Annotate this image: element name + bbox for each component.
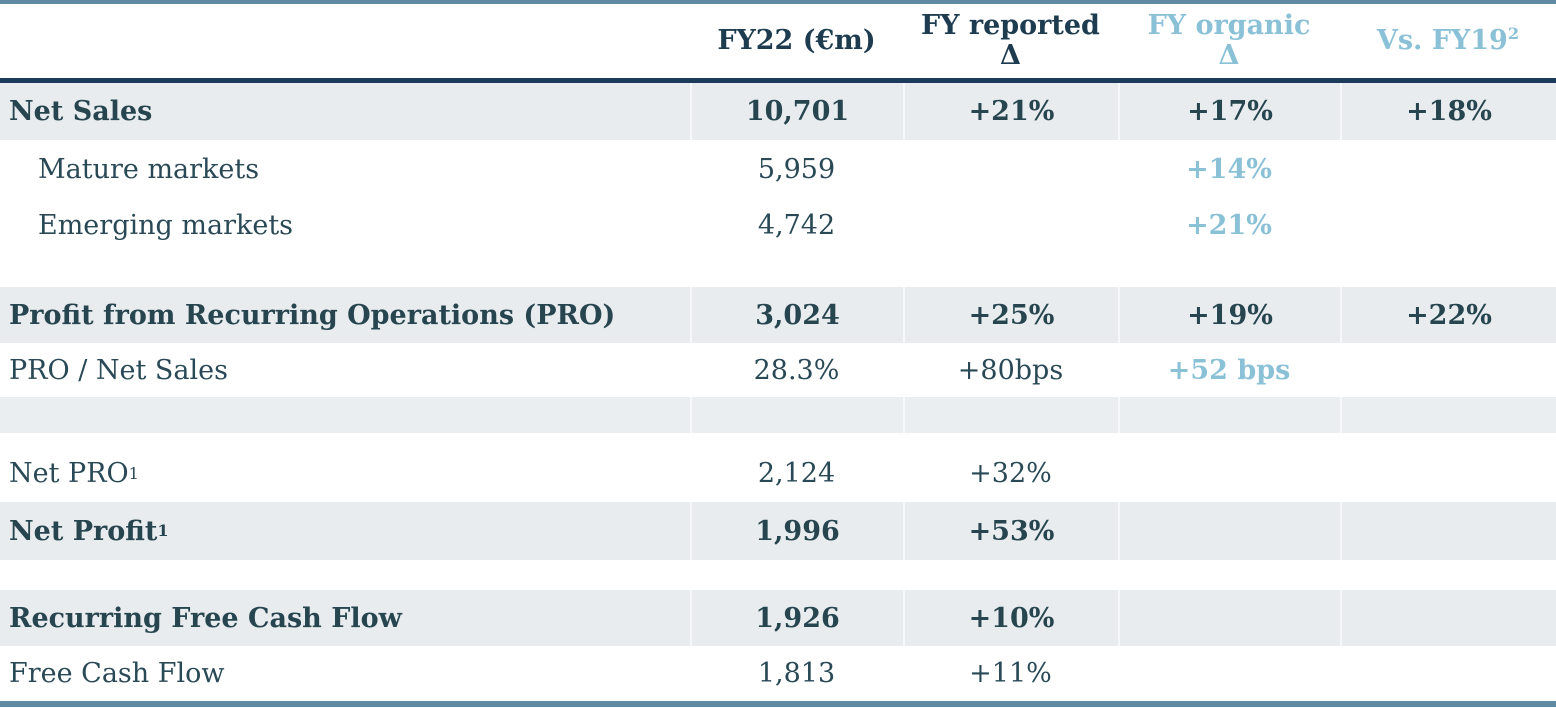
cell-reported-delta: [903, 140, 1118, 198]
table-row-net-pro: Net PRO 1 2,124 +32%: [0, 445, 1556, 502]
cell-reported-delta: +32%: [969, 458, 1052, 489]
spacer-row: [0, 252, 1556, 287]
cell-vs-fy19: +22%: [1340, 287, 1556, 343]
footnote-sup: 2: [1507, 23, 1520, 43]
row-label: Profit from Recurring Operations (PRO): [9, 299, 616, 331]
cell-organic-delta: [1118, 502, 1340, 560]
spacer-cell: [1118, 397, 1340, 433]
row-label: Net Sales: [9, 96, 153, 127]
cell-reported-delta: +11%: [969, 658, 1052, 689]
delta-symbol: Δ: [1000, 40, 1021, 71]
cell-reported-delta: [903, 198, 1118, 252]
header-fy-organic-delta: FY organic Δ: [1118, 9, 1340, 71]
row-label: Free Cash Flow: [9, 658, 225, 689]
row-label: Net Profit 1: [9, 515, 169, 547]
cell-fy22: 1,926: [690, 590, 903, 646]
cell-vs-fy19: [1340, 140, 1556, 198]
table-row-mature-markets: Mature markets 5,959 +14%: [0, 140, 1556, 198]
header-fy22-label: FY22 (€m): [717, 24, 876, 56]
cell-organic-delta: +14%: [1186, 153, 1272, 185]
spacer-row: [0, 560, 1556, 590]
cell-reported-delta: +10%: [903, 590, 1118, 646]
cell-fy22: 5,959: [757, 153, 836, 185]
cell-vs-fy19: +18%: [1340, 83, 1556, 140]
cell-fy22: 4,742: [757, 209, 836, 241]
header-rule: [0, 78, 1556, 83]
row-label: Recurring Free Cash Flow: [9, 602, 402, 634]
spacer-cell: [1340, 397, 1556, 433]
cell-fy22: 10,701: [690, 83, 903, 140]
table-row-net-profit: Net Profit 1 1,996 +53%: [0, 502, 1556, 560]
row-label: Net PRO 1: [9, 458, 139, 489]
cell-reported-delta: +21%: [903, 83, 1118, 140]
cell-organic-delta: +17%: [1118, 83, 1340, 140]
table-header-row: FY22 (€m) FY reported Δ FY organic Δ Vs.…: [0, 4, 1556, 78]
delta-symbol: Δ: [1218, 40, 1240, 71]
cell-fy22: 1,813: [757, 658, 836, 689]
table-row-recurring-fcf: Recurring Free Cash Flow 1,926 +10%: [0, 590, 1556, 646]
spacer-cell: [690, 397, 903, 433]
cell-organic-delta: [1118, 590, 1340, 646]
cell-fy22: 3,024: [690, 287, 903, 343]
header-organic-line1: FY organic: [1147, 9, 1311, 41]
cell-vs-fy19: [1340, 502, 1556, 560]
cell-reported-delta: +25%: [903, 287, 1118, 343]
spacer-cell: [903, 397, 1118, 433]
cell-organic-delta: [1118, 646, 1340, 701]
row-label: PRO / Net Sales: [9, 354, 228, 386]
table-row-net-sales: Net Sales 10,701 +21% +17% +18%: [0, 83, 1556, 140]
bottom-accent-bar: [0, 701, 1556, 707]
spacer-row-shaded: [0, 397, 1556, 433]
cell-reported-delta: +80bps: [957, 354, 1064, 386]
cell-vs-fy19: [1340, 198, 1556, 252]
cell-vs-fy19: [1340, 343, 1556, 397]
cell-organic-delta: [1118, 445, 1340, 502]
table-row-pro: Profit from Recurring Operations (PRO) 3…: [0, 287, 1556, 343]
cell-reported-delta: +53%: [903, 502, 1118, 560]
cell-fy22: 2,124: [757, 458, 836, 489]
cell-fy22: 28.3%: [753, 354, 840, 386]
header-fy-reported-delta: FY reported Δ: [903, 9, 1118, 71]
row-label: Mature markets: [38, 153, 260, 185]
header-vs-fy19: Vs. FY192: [1340, 23, 1556, 56]
header-fy22: FY22 (€m): [690, 24, 903, 56]
cell-organic-delta: +52 bps: [1167, 354, 1291, 386]
row-label: Emerging markets: [38, 209, 294, 241]
table-row-fcf: Free Cash Flow 1,813 +11%: [0, 646, 1556, 701]
cell-vs-fy19: [1340, 646, 1556, 701]
cell-vs-fy19: [1340, 445, 1556, 502]
header-vs-fy19-label: Vs. FY192: [1376, 23, 1520, 56]
top-accent-bar: [0, 0, 1556, 4]
cell-organic-delta: +21%: [1186, 209, 1272, 241]
table-row-pro-net-sales: PRO / Net Sales 28.3% +80bps +52 bps: [0, 343, 1556, 397]
cell-organic-delta: +19%: [1118, 287, 1340, 343]
spacer-cell: [0, 397, 690, 433]
spacer-row: [0, 433, 1556, 445]
cell-fy22: 1,996: [690, 502, 903, 560]
cell-vs-fy19: [1340, 590, 1556, 646]
table-row-emerging-markets: Emerging markets 4,742 +21%: [0, 198, 1556, 252]
header-reported-line1: FY reported: [921, 9, 1100, 41]
